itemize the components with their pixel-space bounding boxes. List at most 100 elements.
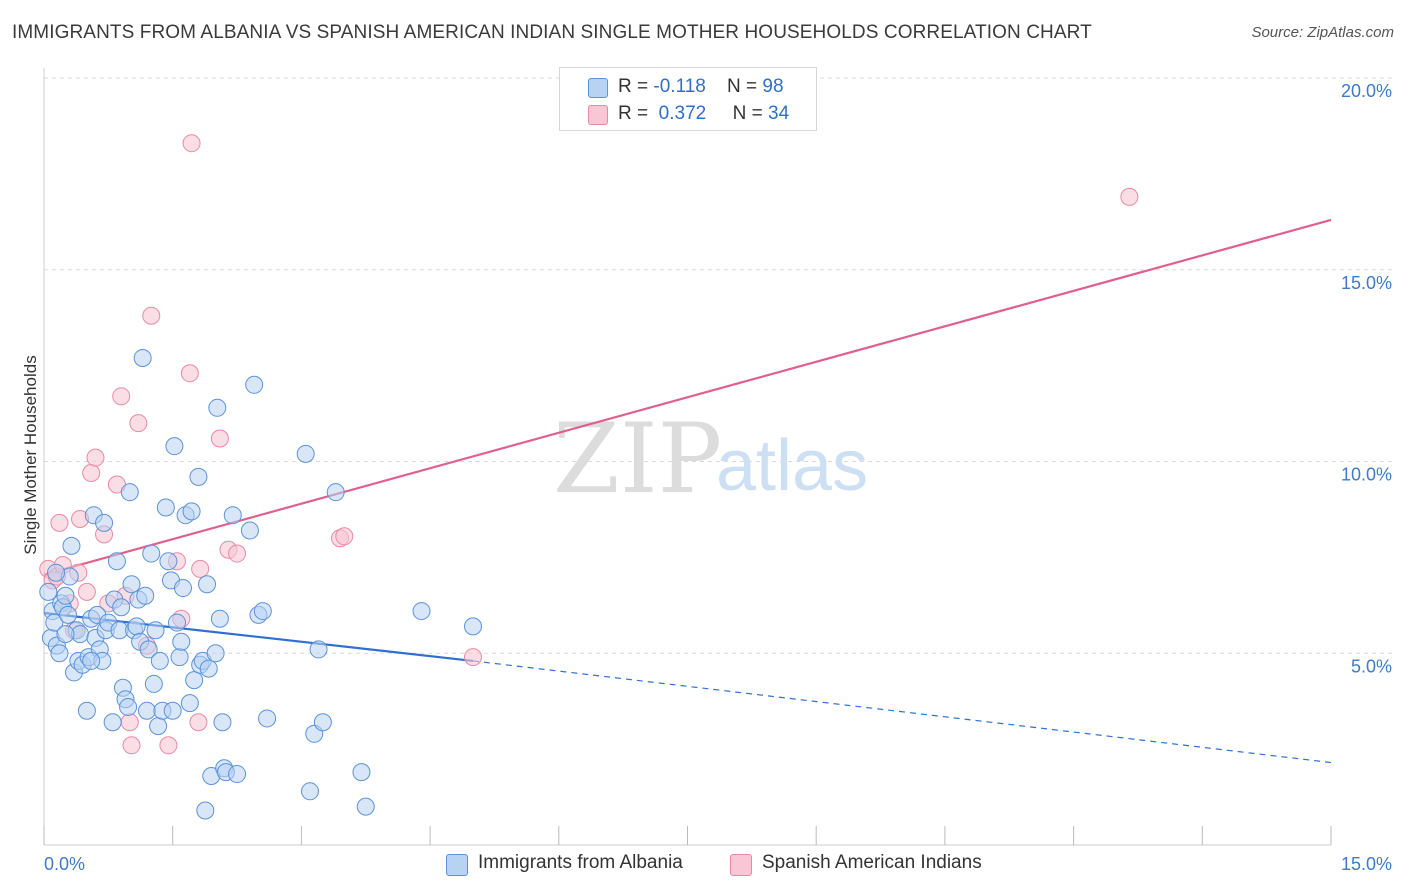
- source-label: Source: ZipAtlas.com: [1251, 24, 1394, 41]
- spanish-point: [191, 559, 210, 578]
- spanish-point: [1120, 187, 1139, 206]
- albania-swatch-icon: [446, 854, 468, 876]
- y-axis-label: Single Mother Households: [21, 355, 40, 554]
- spanish-point: [77, 582, 96, 601]
- spanish-swatch-icon: [730, 854, 752, 876]
- spanish-point: [228, 544, 247, 563]
- albania-point: [185, 671, 204, 690]
- legend-r-value: 0.372: [658, 103, 707, 124]
- y-tick-label: 20.0%: [1341, 81, 1392, 101]
- albania-point: [133, 348, 152, 367]
- albania-point: [245, 375, 264, 394]
- albania-point: [136, 586, 155, 605]
- albania-point: [59, 605, 78, 624]
- spanish-point: [335, 527, 354, 546]
- y-tick-label: 5.0%: [1351, 656, 1392, 676]
- legend-n-label: N =: [726, 76, 758, 97]
- albania-point: [119, 697, 138, 716]
- albania-point: [296, 444, 315, 463]
- albania-point: [142, 544, 161, 563]
- series-legend-albania-label: Immigrants from Albania: [478, 852, 683, 873]
- watermark-atlas: atlas: [716, 426, 868, 506]
- albania-point: [107, 552, 126, 571]
- x-tick-label: 0.0%: [44, 854, 85, 874]
- y-tick-label: 15.0%: [1341, 273, 1392, 293]
- spanish-point: [189, 713, 208, 732]
- albania-point: [45, 613, 64, 632]
- albania-point: [213, 713, 232, 732]
- tick-labels: 5.0% 10.0% 15.0% 20.0% 0.0% 15.0%: [44, 81, 1392, 874]
- albania-point: [199, 659, 218, 678]
- albania-point: [127, 617, 146, 636]
- albania-point: [210, 609, 229, 628]
- albania-point: [47, 563, 66, 582]
- albania-point: [103, 713, 122, 732]
- spanish-point: [210, 429, 229, 448]
- albania-point: [39, 582, 58, 601]
- albania-point: [258, 709, 277, 728]
- stats-legend: R = -0.118 N = 98 R = 0.372 N = 34: [559, 67, 817, 131]
- spanish-trend-line: [43, 218, 1332, 576]
- albania-point: [172, 632, 191, 651]
- albania-point: [163, 701, 182, 720]
- legend-row-spanish: R = 0.372 N = 34: [560, 102, 816, 128]
- albania-point: [156, 498, 175, 517]
- legend-r-value: -0.118: [653, 76, 706, 97]
- watermark: ZIP atlas: [553, 403, 868, 515]
- albania-point: [120, 483, 139, 502]
- albania-point: [356, 797, 375, 816]
- albania-point: [352, 763, 371, 782]
- y-tick-label: 10.0%: [1341, 465, 1392, 485]
- x-tick-label: 15.0%: [1341, 854, 1392, 874]
- axes: [43, 68, 1332, 846]
- albania-point: [309, 640, 328, 659]
- spanish-point: [112, 387, 131, 406]
- albania-point: [56, 625, 75, 644]
- spanish-point: [182, 134, 201, 153]
- albania-trend-extension: [472, 660, 1332, 764]
- albania-point: [189, 467, 208, 486]
- spanish-point: [464, 648, 482, 667]
- albania-point: [149, 717, 168, 736]
- albania-point: [150, 651, 169, 670]
- albania-point: [228, 765, 247, 784]
- grid-lines: [44, 77, 1392, 654]
- series-legend: Immigrants from Albania Spanish American…: [0, 852, 1406, 878]
- albania-point: [159, 552, 178, 571]
- albania-point: [182, 502, 201, 521]
- legend-n-value: 98: [762, 76, 784, 97]
- albania-point: [180, 694, 199, 713]
- albania-point: [165, 437, 184, 456]
- spanish-point: [142, 306, 161, 325]
- albania-point: [253, 602, 272, 621]
- legend-text-spanish: R = 0.372 N = 34: [618, 103, 789, 125]
- albania-point: [139, 640, 158, 659]
- spanish-point: [180, 364, 199, 383]
- albania-point: [326, 483, 345, 502]
- albania-point: [82, 651, 101, 670]
- spanish-point: [122, 736, 141, 755]
- spanish-point: [82, 464, 101, 483]
- albania-point: [196, 801, 215, 820]
- series-legend-spanish-label: Spanish American Indians: [762, 852, 982, 873]
- spanish-swatch-icon: [588, 105, 608, 125]
- albania-point: [300, 782, 319, 801]
- albania-point: [464, 617, 482, 636]
- albania-point: [240, 521, 259, 540]
- albania-point: [208, 398, 227, 417]
- watermark-zip: ZIP: [553, 403, 722, 515]
- albania-swatch-icon: [588, 78, 608, 98]
- chart-title: IMMIGRANTS FROM ALBANIA VS SPANISH AMERI…: [12, 22, 1092, 43]
- spanish-point: [120, 713, 139, 732]
- albania-point: [198, 575, 217, 594]
- albania-point: [223, 506, 242, 525]
- spanish-point: [50, 513, 69, 532]
- spanish-point: [159, 736, 178, 755]
- albania-point: [62, 536, 81, 555]
- albania-point: [137, 701, 156, 720]
- albania-point: [112, 598, 131, 617]
- albania-point: [144, 674, 163, 693]
- spanish-point: [86, 448, 105, 467]
- legend-n-value: 34: [768, 103, 790, 124]
